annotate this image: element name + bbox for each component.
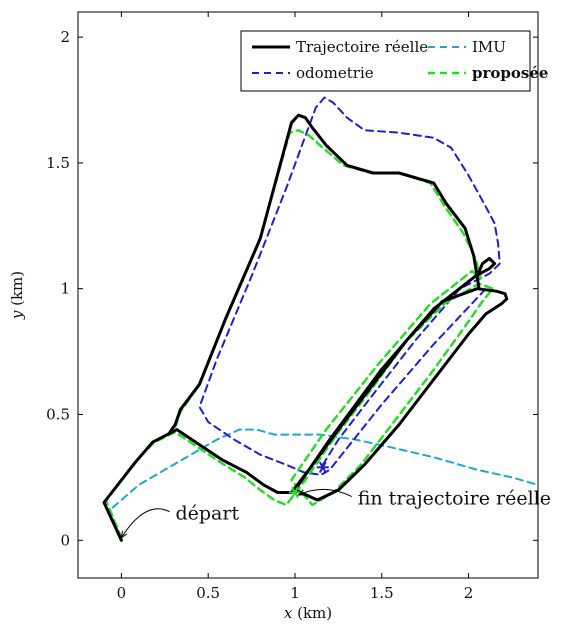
- x-tick-label: 1.5: [370, 584, 394, 602]
- annotation-arrow: [298, 488, 352, 497]
- series-line-imu: [111, 428, 538, 509]
- annotation-layer: départ fin trajectoire réelle: [120, 488, 551, 539]
- star-marker: [316, 461, 329, 474]
- series-line-proposee: [104, 129, 495, 539]
- legend-label-trajectoire-reelle: Trajectoire réelle: [296, 38, 428, 56]
- annotation-fin-trajectoire-reelle: fin trajectoire réelle: [358, 488, 551, 510]
- legend-label-imu: IMU: [472, 38, 506, 56]
- x-tick-label: 2: [464, 584, 474, 602]
- series-layer: [102, 96, 538, 542]
- star-marker-stroke: [291, 486, 299, 499]
- y-axis-label: y (km): [8, 271, 26, 320]
- star-marker: [288, 486, 301, 499]
- annotation-depart: départ: [175, 503, 239, 525]
- legend-label-proposee: proposée: [472, 64, 548, 82]
- y-tick-label: 1.5: [46, 154, 70, 172]
- annotation-arrowhead: [120, 530, 128, 539]
- x-tick-label: 0: [117, 584, 127, 602]
- x-tick-label: 1: [290, 584, 300, 602]
- legend-box: [240, 30, 531, 92]
- y-tick-label: 0: [60, 531, 70, 549]
- annotation-arrowhead: [297, 489, 306, 496]
- annotation-arrow: [120, 508, 170, 539]
- x-axis-label: x (km): [284, 604, 332, 622]
- x-tick-label: 0.5: [196, 584, 220, 602]
- y-tick-label: 0.5: [46, 405, 70, 423]
- legend: Trajectoire réelle IMU odometrie proposée: [240, 30, 548, 92]
- marker-layer: [288, 461, 329, 499]
- series-line-odometrie: [198, 96, 501, 476]
- ticks-layer: 0 0.5 1 1.5 2 0 0.5 1 1.5 2: [46, 12, 538, 602]
- legend-label-odometrie: odometrie: [296, 64, 374, 82]
- y-tick-label: 2: [60, 28, 70, 46]
- plot-frame: [77, 11, 539, 579]
- star-marker-stroke: [318, 461, 327, 474]
- series-line-trajectoire-reelle: [102, 113, 509, 542]
- y-tick-label: 1: [60, 280, 70, 298]
